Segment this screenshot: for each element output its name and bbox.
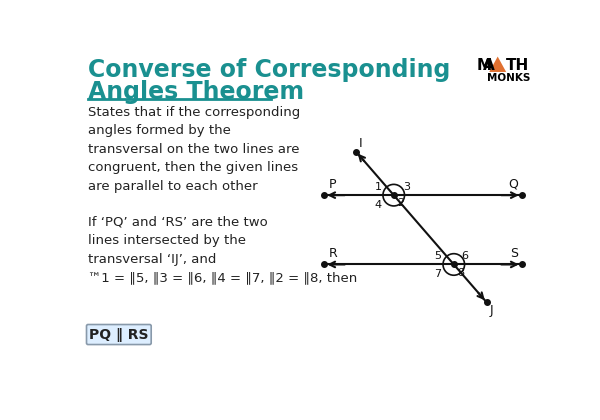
Text: TH: TH xyxy=(506,58,529,73)
Text: 1: 1 xyxy=(374,182,382,192)
Text: 6: 6 xyxy=(461,252,469,261)
Text: 5: 5 xyxy=(434,252,442,261)
Text: A: A xyxy=(483,58,495,73)
Text: 3: 3 xyxy=(403,182,410,192)
Text: S: S xyxy=(510,247,518,260)
Text: 2: 2 xyxy=(397,198,404,208)
Text: PQ ‖ RS: PQ ‖ RS xyxy=(89,328,149,341)
FancyBboxPatch shape xyxy=(86,325,151,344)
Text: 4: 4 xyxy=(374,200,382,210)
Text: Angles Theorem: Angles Theorem xyxy=(88,80,304,104)
Text: M: M xyxy=(476,58,491,73)
Text: 8: 8 xyxy=(457,268,464,278)
Text: 7: 7 xyxy=(434,269,442,279)
Text: MONKS: MONKS xyxy=(487,73,530,83)
Text: J: J xyxy=(490,304,493,317)
Text: States that if the corresponding
angles formed by the
transversal on the two lin: States that if the corresponding angles … xyxy=(88,106,301,193)
Text: Q: Q xyxy=(508,178,518,191)
Text: P: P xyxy=(328,178,336,191)
Text: R: R xyxy=(328,247,337,260)
Polygon shape xyxy=(489,57,506,72)
Text: If ‘PQ’ and ‘RS’ are the two
lines intersected by the
transversal ‘IJ’, and
™1 =: If ‘PQ’ and ‘RS’ are the two lines inter… xyxy=(88,216,358,284)
Text: Converse of Corresponding: Converse of Corresponding xyxy=(88,58,451,82)
Text: I: I xyxy=(359,137,362,150)
